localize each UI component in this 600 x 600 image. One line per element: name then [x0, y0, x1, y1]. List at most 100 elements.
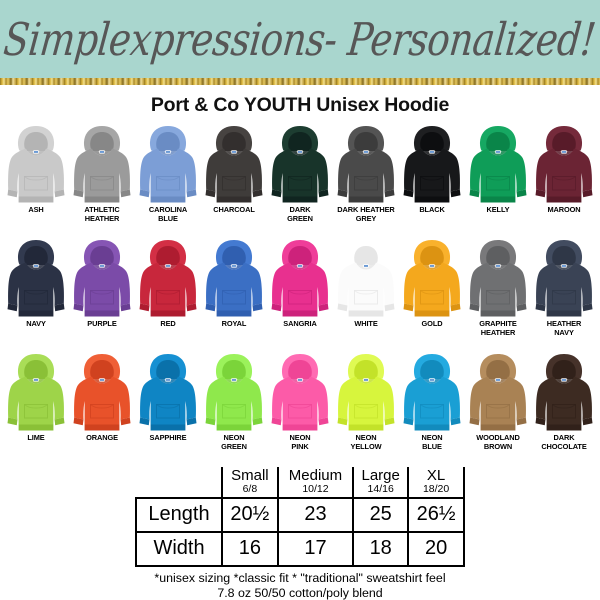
size-chart-body: Small 6/8 Medium 10/12 Large 14/16 XL 18/20 Leng… — [135, 467, 465, 567]
hoodie-icon — [71, 237, 133, 319]
size-header-cell: Medium 10/12 — [276, 467, 355, 499]
color-name-label: SANGRIA — [283, 319, 317, 328]
color-name-label: ATHLETIC HEATHER — [84, 205, 120, 223]
size-header-cell: XL 18/20 — [407, 467, 465, 499]
hoodie-icon — [137, 237, 199, 319]
fabric-notes: *unisex sizing *classic fit * "tradition… — [0, 571, 600, 600]
color-swatch[interactable]: PURPLE — [70, 237, 134, 329]
measurement-value: 18 — [352, 530, 410, 567]
hoodie-icon — [335, 237, 397, 319]
color-swatch[interactable]: MAROON — [532, 123, 596, 215]
color-swatch[interactable]: DARK HEATHER GREY — [334, 123, 398, 223]
hoodie-icon — [269, 237, 331, 319]
color-swatch[interactable]: NEON GREEN — [202, 351, 266, 451]
color-swatch[interactable]: GOLD — [400, 237, 464, 329]
color-name-label: BLACK — [419, 205, 445, 214]
color-swatch[interactable]: KELLY — [466, 123, 530, 215]
color-swatch[interactable]: CHARCOAL — [202, 123, 266, 215]
color-swatch[interactable]: LIME — [4, 351, 68, 443]
table-corner-cell — [136, 467, 223, 499]
color-swatch[interactable]: SAPPHIRE — [136, 351, 200, 443]
hoodie-icon — [533, 237, 595, 319]
hoodie-icon — [71, 351, 133, 433]
hoodie-icon — [137, 123, 199, 205]
note-fit: *unisex sizing *classic fit * "tradition… — [154, 570, 446, 585]
measurement-value: 20 — [407, 530, 465, 567]
hoodie-icon — [5, 123, 67, 205]
color-swatch[interactable]: DARK CHOCOLATE — [532, 351, 596, 451]
size-name: Medium — [288, 467, 343, 484]
color-name-label: SAPPHIRE — [149, 433, 187, 442]
size-age-range: 6/8 — [242, 482, 258, 495]
color-swatch[interactable]: ROYAL — [202, 237, 266, 329]
color-name-label: DARK HEATHER GREY — [337, 205, 395, 223]
color-swatch[interactable]: GRAPHITE HEATHER — [466, 237, 530, 337]
color-name-label: NEON PINK — [289, 433, 311, 451]
color-row-2: NAVY PURPLE — [4, 237, 596, 351]
measurement-value: 16 — [221, 530, 279, 567]
color-row-1: ASH ATHLETIC HEATHER — [4, 123, 596, 237]
color-name-label: CAROLINA BLUE — [148, 205, 188, 223]
color-swatch[interactable]: ATHLETIC HEATHER — [70, 123, 134, 223]
color-swatch[interactable]: NEON BLUE — [400, 351, 464, 451]
size-chart-table: Small 6/8 Medium 10/12 Large 14/16 XL 18/20 Leng… — [135, 467, 465, 567]
hoodie-icon — [203, 123, 265, 205]
measurement-value: 25 — [352, 496, 410, 533]
color-name-label: ASH — [28, 205, 44, 214]
note-fabric: 7.8 oz 50/50 cotton/poly blend — [217, 585, 383, 600]
color-name-label: GRAPHITE HEATHER — [479, 319, 517, 337]
size-name: XL — [426, 467, 446, 484]
measurement-value: 26½ — [407, 496, 465, 533]
color-swatch[interactable]: NEON YELLOW — [334, 351, 398, 451]
color-swatch[interactable]: BLACK — [400, 123, 464, 215]
color-name-label: NEON BLUE — [421, 433, 443, 451]
color-name-label: ROYAL — [221, 319, 247, 328]
color-row-3: LIME ORANGE — [4, 351, 596, 465]
color-name-label: LIME — [27, 433, 45, 442]
hoodie-icon — [467, 123, 529, 205]
shop-name: Simplexpressions- Personalized! — [1, 12, 599, 66]
size-header-cell: Large 14/16 — [352, 467, 410, 499]
measurement-value: 23 — [276, 496, 355, 533]
color-grid: ASH ATHLETIC HEATHER — [0, 117, 600, 465]
hoodie-icon — [335, 351, 397, 433]
hoodie-icon — [401, 351, 463, 433]
hoodie-icon — [5, 237, 67, 319]
color-name-label: NEON GREEN — [221, 433, 247, 451]
color-swatch[interactable]: NEON PINK — [268, 351, 332, 451]
color-swatch[interactable]: WHITE — [334, 237, 398, 329]
color-name-label: GOLD — [421, 319, 443, 328]
color-swatch[interactable]: RED — [136, 237, 200, 329]
size-age-range: 14/16 — [367, 482, 394, 495]
shop-banner: Simplexpressions- Personalized! — [0, 0, 600, 78]
color-swatch[interactable]: ASH — [4, 123, 68, 215]
color-name-label: HEATHER NAVY — [546, 319, 582, 337]
color-swatch[interactable]: DARK GREEN — [268, 123, 332, 223]
color-name-label: MAROON — [547, 205, 581, 214]
color-swatch[interactable]: NAVY — [4, 237, 68, 329]
color-swatch[interactable]: CAROLINA BLUE — [136, 123, 200, 223]
color-name-label: RED — [160, 319, 176, 328]
color-swatch[interactable]: ORANGE — [70, 351, 134, 443]
color-name-label: DARK CHOCOLATE — [541, 433, 587, 451]
hoodie-icon — [5, 351, 67, 433]
size-name: Large — [361, 467, 400, 484]
hoodie-icon — [137, 351, 199, 433]
hoodie-icon — [467, 351, 529, 433]
color-swatch[interactable]: HEATHER NAVY — [532, 237, 596, 337]
hoodie-icon — [401, 237, 463, 319]
color-name-label: WOODLAND BROWN — [476, 433, 520, 451]
hoodie-icon — [533, 351, 595, 433]
color-swatch[interactable]: WOODLAND BROWN — [466, 351, 530, 451]
size-chart-zone: Small 6/8 Medium 10/12 Large 14/16 XL 18/20 Leng… — [0, 467, 600, 567]
measurement-row: Width 16 17 18 20 — [135, 530, 465, 567]
color-name-label: NEON YELLOW — [350, 433, 382, 451]
color-name-label: CHARCOAL — [213, 205, 255, 214]
size-name: Small — [231, 467, 269, 484]
measurement-label: Length — [135, 496, 223, 533]
measurement-row: Length 20½ 23 25 26½ — [135, 496, 465, 533]
color-name-label: KELLY — [486, 205, 510, 214]
color-swatch[interactable]: SANGRIA — [268, 237, 332, 329]
color-name-label: WHITE — [354, 319, 378, 328]
